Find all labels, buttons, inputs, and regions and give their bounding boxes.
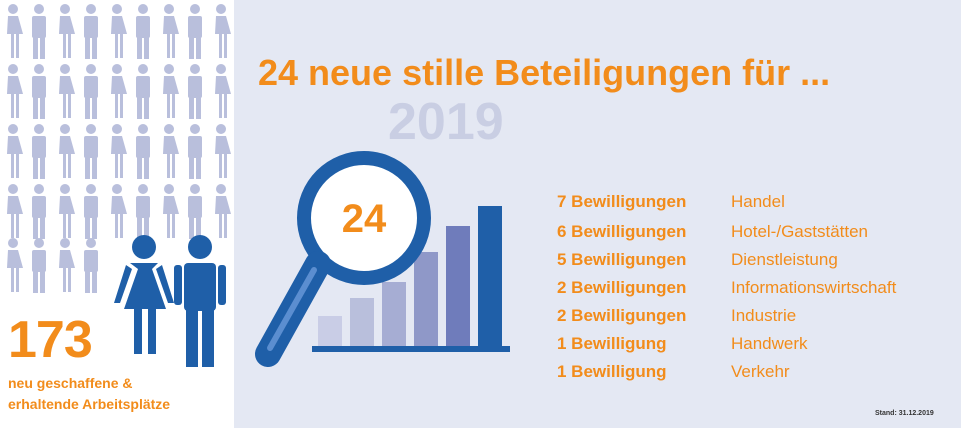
approval-row: 6 Bewilligungen Hotel-/Gaststätten: [557, 222, 868, 242]
person-icon: [188, 124, 202, 179]
person-icon: [111, 4, 127, 58]
jobs-number: 173: [8, 311, 93, 369]
approval-count: 1 Bewilligung: [557, 334, 667, 353]
person-icon: [59, 238, 75, 292]
person-icon: [84, 184, 98, 239]
approval-count: 2 Bewilligungen: [557, 306, 687, 325]
person-icon: [163, 184, 179, 238]
person-icon: [215, 4, 231, 58]
approval-count: 5 Bewilligungen: [557, 250, 687, 269]
magnifier-number: 24: [342, 197, 387, 241]
approval-row: 2 Bewilligungen Informationswirtschaft: [557, 278, 896, 298]
people-grid: [0, 0, 234, 300]
person-icon: [84, 238, 98, 293]
approval-category: Dienstleistung: [731, 250, 838, 269]
left-panel: 173 neu geschaffene & erhaltende Arbeits…: [0, 0, 234, 428]
person-icon: [163, 124, 179, 178]
person-icon: [136, 64, 150, 119]
approval-count: 6 Bewilligungen: [557, 222, 687, 241]
person-icon: [59, 124, 75, 178]
person-icon: [215, 184, 231, 238]
person-icon: [84, 64, 98, 119]
jobs-label-line2: erhaltende Arbeitsplätze: [8, 396, 171, 412]
person-icon: [136, 124, 150, 179]
person-icon: [111, 64, 127, 118]
approval-row: 2 Bewilligungen Industrie: [557, 306, 796, 326]
approval-category: Hotel-/Gaststätten: [731, 222, 869, 241]
magnifier-icon: [255, 151, 431, 367]
person-icon: [215, 64, 231, 118]
approval-category: Informationswirtschaft: [731, 278, 897, 297]
bar-chart-icon: [312, 206, 510, 352]
person-icon: [7, 64, 23, 118]
approval-category: Verkehr: [731, 362, 790, 381]
person-icon: [32, 184, 46, 239]
person-icon: [7, 124, 23, 178]
person-icon: [32, 4, 46, 59]
person-icon: [7, 238, 23, 292]
approval-category: Industrie: [731, 306, 797, 325]
year-label: 2019: [388, 93, 504, 151]
approval-count: 7 Bewilligungen: [557, 192, 687, 211]
person-icon: [136, 4, 150, 59]
stand-date: Stand: 31.12.2019: [875, 410, 934, 417]
magnifier-chart-graphic: 24: [255, 151, 510, 367]
person-icon: [32, 238, 46, 293]
headline: 24 neue stille Beteiligungen für ...: [258, 52, 831, 93]
approval-category: Handwerk: [731, 334, 808, 353]
approval-row: 1 Bewilligung Verkehr: [557, 362, 790, 382]
person-icon: [163, 4, 179, 58]
approval-row: 1 Bewilligung Handwerk: [557, 334, 808, 354]
person-icon: [188, 4, 202, 59]
couple-icon: [114, 235, 226, 367]
person-icon: [59, 64, 75, 118]
person-icon: [188, 184, 202, 239]
approval-count: 1 Bewilligung: [557, 362, 667, 381]
person-icon: [7, 184, 23, 238]
approval-row: 7 Bewilligungen Handel: [557, 192, 785, 212]
person-icon: [7, 4, 23, 58]
person-icon: [32, 64, 46, 119]
person-icon: [59, 4, 75, 58]
person-icon: [188, 64, 202, 119]
person-icon: [163, 64, 179, 118]
person-icon: [111, 124, 127, 178]
approval-category: Handel: [731, 192, 785, 211]
person-icon: [32, 124, 46, 179]
approval-row: 5 Bewilligungen Dienstleistung: [557, 250, 838, 270]
person-icon: [136, 184, 150, 239]
person-icon: [111, 184, 127, 238]
person-icon: [215, 124, 231, 178]
person-icon: [59, 184, 75, 238]
jobs-label-line1: neu geschaffene &: [8, 375, 133, 391]
person-icon: [84, 124, 98, 179]
person-icon: [84, 4, 98, 59]
approval-count: 2 Bewilligungen: [557, 278, 687, 297]
